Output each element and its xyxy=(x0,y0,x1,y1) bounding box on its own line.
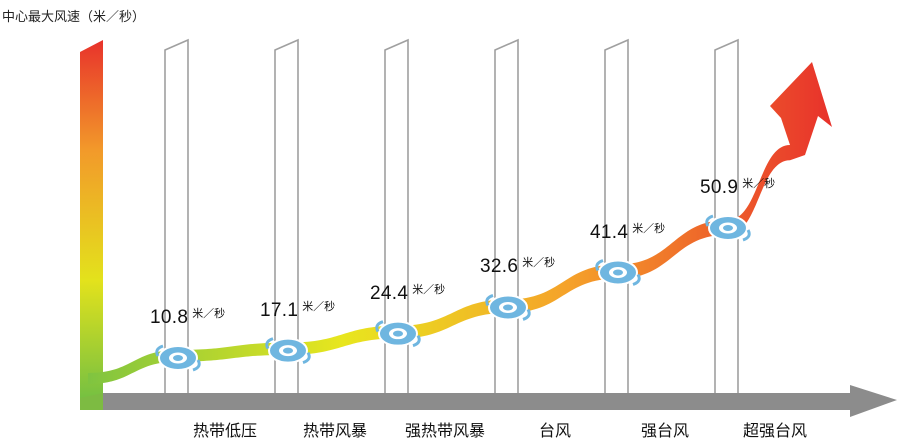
data-label: 32.6 米／秒 xyxy=(480,256,555,278)
data-label: 24.4 米／秒 xyxy=(370,283,445,305)
x-axis-arrow xyxy=(80,385,897,417)
data-label-value: 41.4 xyxy=(590,221,629,243)
typhoon-icon xyxy=(155,344,201,372)
y-axis-label: 中心最大风速（米／秒） xyxy=(2,10,146,25)
data-label: 10.8 米／秒 xyxy=(150,307,225,329)
data-label-unit: 米／秒 xyxy=(742,177,776,190)
data-label-unit: 米／秒 xyxy=(302,299,336,313)
data-label-unit: 米／秒 xyxy=(412,282,446,296)
data-label: 50.9 米／秒 xyxy=(700,177,775,199)
data-label-value: 24.4 xyxy=(370,282,409,304)
category-label: 台风 xyxy=(538,421,572,440)
data-label-value: 32.6 xyxy=(480,256,519,278)
category-gate xyxy=(494,38,519,396)
data-label-value: 10.8 xyxy=(150,307,189,328)
storm-markers xyxy=(155,214,751,372)
category-label: 强台风 xyxy=(640,421,690,440)
category-label: 热带风暴 xyxy=(302,421,368,440)
category-gate xyxy=(164,38,189,396)
y-axis-bar xyxy=(80,40,103,410)
data-label-unit: 米／秒 xyxy=(522,256,556,270)
typhoon-icon xyxy=(485,294,531,321)
category-label: 热带低压 xyxy=(192,421,258,440)
typhoon-icon xyxy=(375,320,421,348)
data-label: 41.4 米／秒 xyxy=(590,222,665,244)
category-label: 强热带风暴 xyxy=(404,421,486,440)
data-label-value: 50.9 xyxy=(700,177,739,198)
typhoon-icon xyxy=(595,259,641,286)
data-label-value: 17.1 xyxy=(260,299,299,321)
category-label: 超强台风 xyxy=(742,421,808,440)
data-label-unit: 米／秒 xyxy=(632,221,666,235)
typhoon-icon xyxy=(265,337,311,365)
category-gate xyxy=(604,38,629,396)
typhoon-icon xyxy=(705,214,751,242)
category-gates xyxy=(164,38,739,396)
data-label-unit: 米／秒 xyxy=(192,307,226,320)
data-label: 17.1 米／秒 xyxy=(260,300,335,322)
